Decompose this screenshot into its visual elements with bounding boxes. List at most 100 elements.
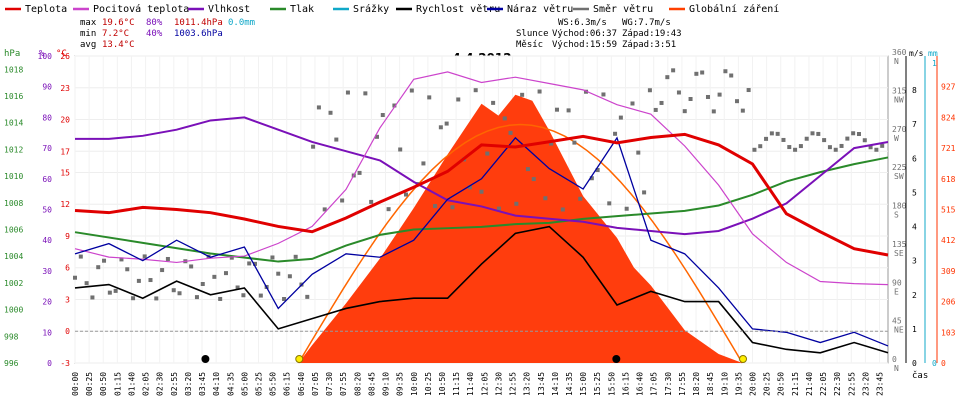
wind-direction-point-104 [676, 90, 681, 95]
wind-direction-point-132 [839, 143, 844, 148]
tick-pressure-3: 1002 [4, 279, 23, 288]
axis-unit-temperature: °C [56, 49, 67, 59]
tick-time-4: 01:40 [127, 372, 136, 396]
stat-label-min: min [80, 29, 96, 39]
tick-time-55: 22:55 [847, 372, 856, 396]
wind-direction-point-103 [671, 68, 676, 73]
tick-humidity-7: 70 [42, 144, 52, 153]
series-temperature [74, 132, 889, 257]
tick-time-39: 16:15 [621, 372, 630, 396]
wind-direction-point-118 [758, 144, 763, 149]
wind-direction-point-22 [200, 282, 205, 287]
tick-time-18: 07:30 [325, 372, 334, 396]
axis-unit-wind: m/s [909, 49, 924, 58]
wind-direction-point-89 [589, 176, 594, 181]
wind-direction-point-99 [647, 88, 652, 93]
tick-temp-5: 12 [60, 200, 70, 209]
tick-humidity-9: 90 [42, 83, 52, 92]
wind-direction-point-125 [798, 144, 803, 149]
wind-direction-point-85 [566, 108, 571, 113]
wind-direction-point-114 [735, 99, 740, 104]
tick-time-42: 17:30 [664, 372, 673, 396]
wind-direction-point-50 [363, 91, 368, 96]
wind-direction-point-84 [560, 207, 565, 212]
wind-direction-point-120 [769, 131, 774, 136]
wind-direction-point-41 [311, 144, 316, 149]
wind-direction-point-37 [287, 274, 292, 279]
wind-direction-point-64 [444, 121, 449, 126]
wind-direction-point-57 [404, 192, 409, 197]
tick-time-35: 14:35 [565, 372, 574, 396]
tick-time-13: 05:25 [254, 372, 263, 396]
tick-time-3: 01:15 [113, 372, 122, 396]
tick-pressure-7: 1010 [4, 172, 23, 181]
tick-radiation-7: 721 [941, 144, 956, 153]
wind-direction-point-135 [856, 132, 861, 137]
tick-time-10: 04:10 [212, 372, 221, 396]
tick-time-44: 18:20 [692, 372, 701, 396]
wind-direction-point-63 [438, 125, 443, 130]
info-ws: WS:6.3m/s [558, 18, 607, 28]
wind-direction-point-31 [253, 261, 258, 266]
tick-time-11: 04:35 [226, 372, 235, 396]
wind-direction-point-136 [862, 138, 867, 143]
wind-direction-point-76 [514, 201, 519, 206]
stat-hum-min: 40% [146, 29, 163, 39]
wind-direction-point-93 [613, 131, 618, 136]
tick-direction-label-7: NW [894, 95, 904, 104]
stat-label-avg: avg [80, 40, 96, 50]
wind-direction-point-73 [496, 206, 501, 211]
stat-temp-min: 7.2°C [102, 29, 129, 39]
tick-pressure-1: 998 [4, 332, 19, 341]
tick-radiation-0: 0 [941, 359, 946, 368]
wind-direction-point-98 [642, 190, 647, 195]
wind-direction-point-78 [525, 167, 530, 172]
wind-direction-point-56 [398, 147, 403, 152]
legend-label-5: Rychlost větru [416, 3, 500, 15]
stat-press-max: 1011.4hPa [174, 18, 223, 28]
axis-unit-time: čas [912, 370, 928, 381]
legend-label-7: Směr větru [593, 3, 653, 15]
wind-direction-point-75 [508, 130, 513, 135]
wind-direction-point-24 [212, 274, 217, 279]
tick-time-30: 12:30 [494, 372, 503, 396]
tick-temp-1: 0 [65, 327, 70, 336]
tick-time-48: 20:00 [749, 372, 758, 396]
tick-wind-7: 7 [912, 120, 917, 129]
tick-time-32: 13:20 [523, 372, 532, 396]
tick-radiation-8: 824 [941, 113, 956, 122]
tick-rain-0: 0 [932, 359, 937, 368]
axis-unit-rain: mm [928, 49, 938, 58]
wind-direction-point-91 [601, 92, 606, 97]
wind-direction-point-112 [723, 69, 728, 74]
tick-humidity-0: 0 [47, 359, 52, 368]
wind-direction-point-17 [171, 288, 176, 293]
tick-time-5: 02:05 [142, 372, 151, 396]
plot-area [73, 55, 889, 364]
wind-direction-point-11 [136, 278, 141, 283]
wind-direction-point-8 [119, 257, 124, 262]
tick-direction-deg-2: 90 [892, 278, 902, 287]
wind-direction-point-65 [450, 205, 455, 210]
wind-direction-point-7 [113, 288, 118, 293]
tick-time-15: 06:15 [283, 372, 292, 396]
tick-time-57: 23:45 [876, 372, 885, 396]
wind-direction-point-58 [409, 88, 414, 93]
tick-temp-2: 3 [65, 295, 70, 304]
wind-direction-point-80 [537, 89, 542, 94]
wind-direction-point-92 [607, 201, 612, 206]
wind-direction-point-77 [520, 92, 525, 97]
tick-time-16: 06:40 [297, 372, 306, 396]
wind-direction-point-27 [229, 255, 234, 260]
tick-pressure-8: 1012 [4, 145, 23, 154]
tick-time-50: 20:50 [777, 372, 786, 396]
wind-direction-point-96 [630, 101, 635, 106]
wind-direction-point-100 [653, 107, 658, 112]
wind-direction-point-62 [433, 204, 438, 209]
wind-direction-point-133 [845, 136, 850, 141]
tick-pressure-2: 1000 [4, 306, 23, 315]
tick-direction-label-2: E [894, 287, 899, 296]
wind-direction-point-81 [543, 196, 548, 201]
tick-rain-1: 1 [932, 59, 937, 68]
